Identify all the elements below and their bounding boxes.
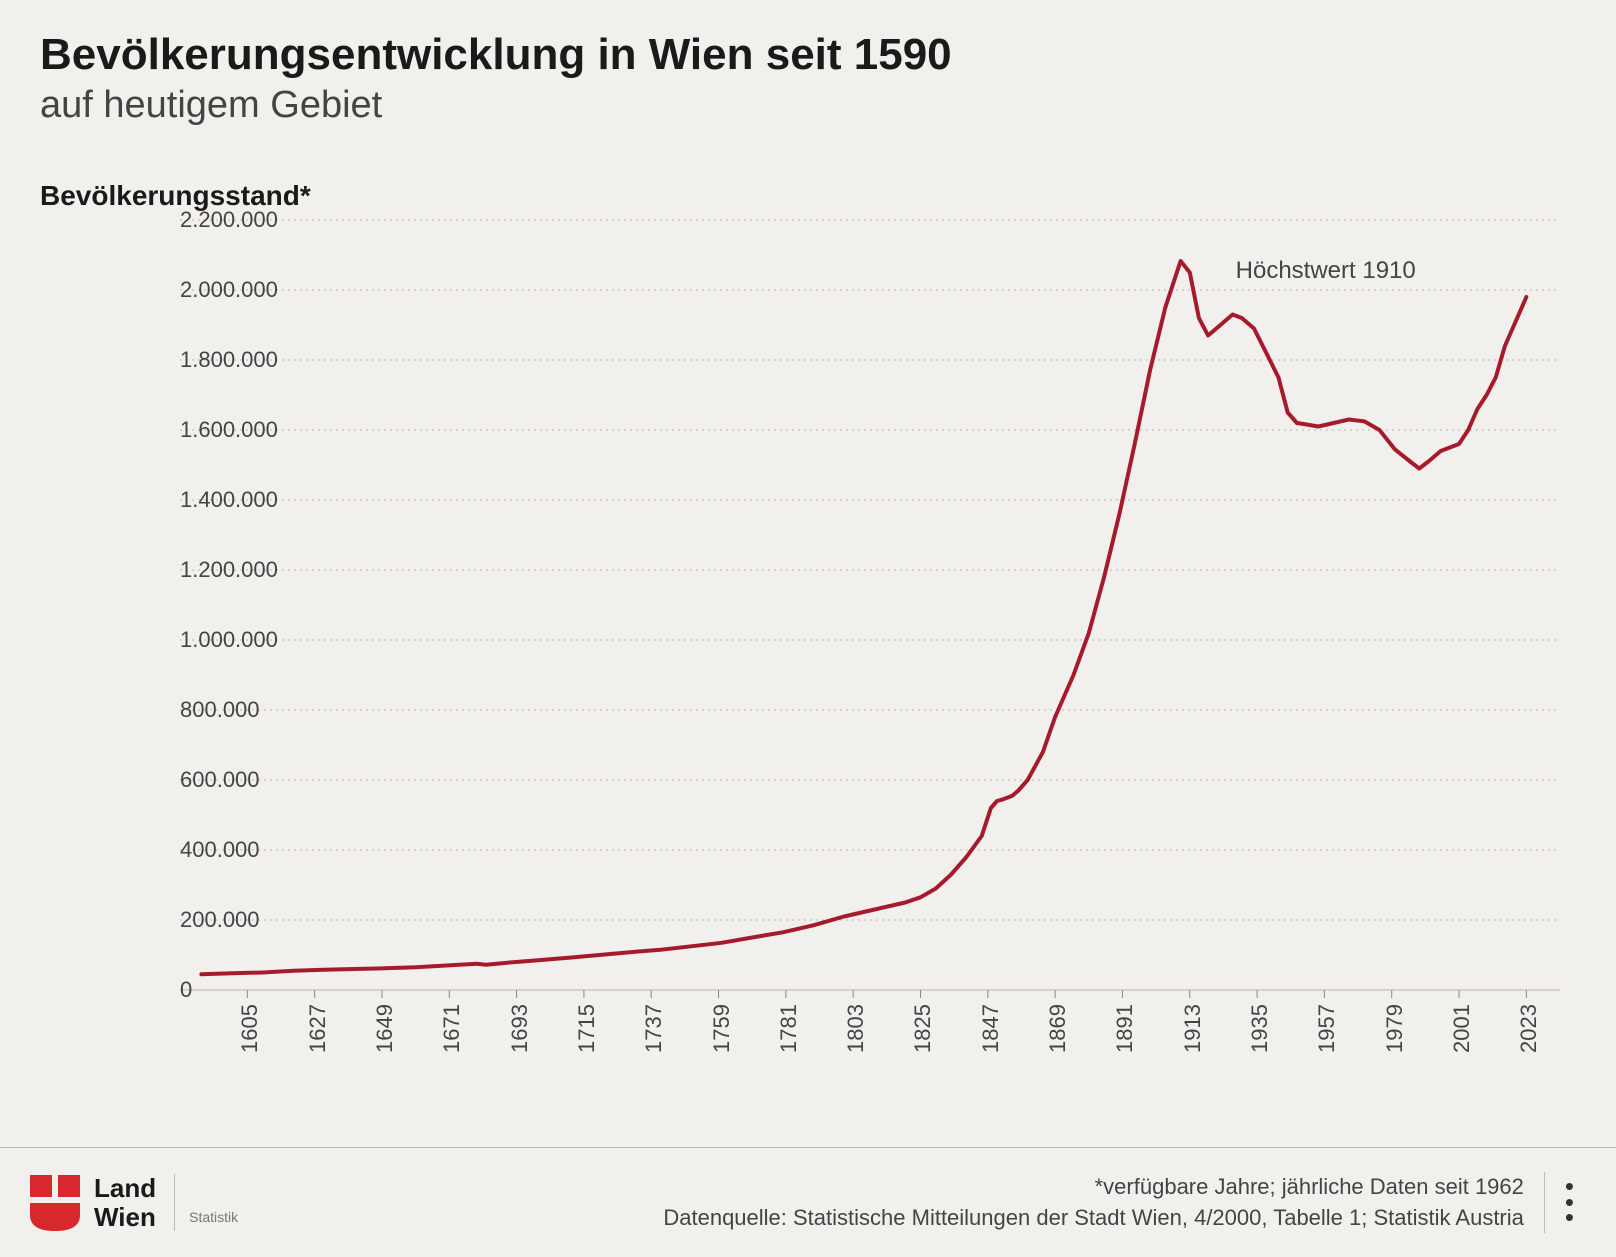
y-tick-label: 1.400.000 xyxy=(180,487,190,513)
x-tick-label: 1759 xyxy=(703,1004,735,1053)
x-tick-label: 1891 xyxy=(1106,1004,1138,1053)
wien-shield-icon xyxy=(30,1175,80,1231)
population-line xyxy=(201,261,1526,974)
peak-annotation: Höchstwert 1910 xyxy=(1236,257,1416,285)
x-tick-label: 1715 xyxy=(568,1004,600,1053)
x-tick-label: 1979 xyxy=(1376,1004,1408,1053)
y-tick-label: 600.000 xyxy=(180,767,190,793)
x-tick-label: 1737 xyxy=(635,1004,667,1053)
x-tick-label: 1803 xyxy=(837,1004,869,1053)
x-tick-label: 1913 xyxy=(1174,1004,1206,1053)
y-tick-label: 2.200.000 xyxy=(180,207,190,233)
x-tick-label: 1869 xyxy=(1039,1004,1071,1053)
x-tick-label: 1605 xyxy=(231,1004,263,1053)
chart-header: Bevölkerungsentwicklung in Wien seit 159… xyxy=(0,0,1616,137)
x-tick-label: 1957 xyxy=(1308,1004,1340,1053)
y-tick-label: 1.800.000 xyxy=(180,347,190,373)
chart-area: Bevölkerungsstand* 0200.000400.000600.00… xyxy=(40,180,1576,1100)
chart-subtitle: auf heutigem Gebiet xyxy=(40,84,1576,127)
footer-right: *verfügbare Jahre; jährliche Daten seit … xyxy=(663,1172,1576,1234)
footer-note: *verfügbare Jahre; jährliche Daten seit … xyxy=(663,1172,1524,1203)
page-footer: Land Wien Statistik *verfügbare Jahre; j… xyxy=(0,1147,1616,1257)
logo-line2: Wien xyxy=(94,1203,156,1232)
y-tick-label: 800.000 xyxy=(180,697,190,723)
logo-text: Land Wien xyxy=(94,1174,175,1231)
page-root: Bevölkerungsentwicklung in Wien seit 159… xyxy=(0,0,1616,1257)
x-tick-label: 2001 xyxy=(1443,1004,1475,1053)
logo-line1: Land xyxy=(94,1174,156,1203)
footer-text-block: *verfügbare Jahre; jährliche Daten seit … xyxy=(663,1172,1545,1234)
y-tick-label: 1.200.000 xyxy=(180,557,190,583)
x-tick-label: 1671 xyxy=(433,1004,465,1053)
y-tick-label: 2.000.000 xyxy=(180,277,190,303)
x-tick-label: 1693 xyxy=(501,1004,533,1053)
x-tick-label: 1627 xyxy=(299,1004,331,1053)
chart-title: Bevölkerungsentwicklung in Wien seit 159… xyxy=(40,30,1576,80)
y-tick-label: 0 xyxy=(180,977,190,1003)
y-tick-label: 1.000.000 xyxy=(180,627,190,653)
footer-source: Datenquelle: Statistische Mitteilungen d… xyxy=(663,1203,1524,1234)
x-tick-label: 1649 xyxy=(366,1004,398,1053)
x-tick-label: 1847 xyxy=(972,1004,1004,1053)
logo-block: Land Wien Statistik xyxy=(30,1174,238,1231)
menu-dots-icon[interactable]: ••• xyxy=(1565,1179,1576,1226)
x-tick-label: 1935 xyxy=(1241,1004,1273,1053)
x-tick-label: 2023 xyxy=(1510,1004,1542,1053)
logo-subtext: Statistik xyxy=(189,1209,238,1231)
y-tick-label: 400.000 xyxy=(180,837,190,863)
x-tick-label: 1781 xyxy=(770,1004,802,1053)
y-tick-label: 1.600.000 xyxy=(180,417,190,443)
y-tick-label: 200.000 xyxy=(180,907,190,933)
x-tick-label: 1825 xyxy=(904,1004,936,1053)
